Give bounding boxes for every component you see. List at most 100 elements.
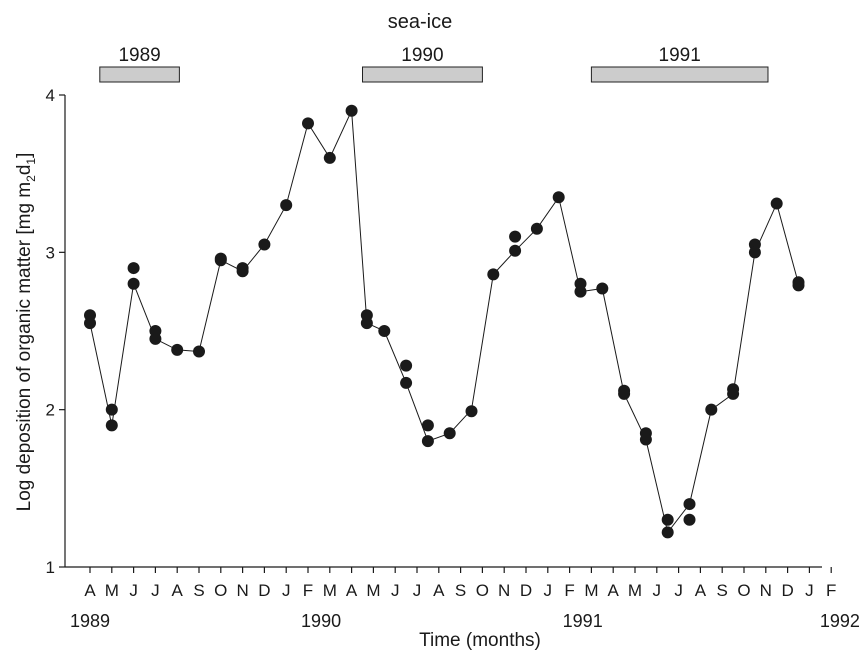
x-tick-label: S bbox=[717, 581, 728, 600]
x-tick-label: A bbox=[695, 581, 707, 600]
data-point bbox=[618, 387, 631, 400]
data-point bbox=[214, 254, 227, 267]
x-tick-label: F bbox=[303, 581, 313, 600]
x-tick-label: J bbox=[413, 581, 422, 600]
x-year-label: 1992 bbox=[820, 611, 860, 631]
x-tick-label: M bbox=[366, 581, 380, 600]
sea-ice-bar bbox=[590, 66, 769, 83]
x-tick-label: M bbox=[323, 581, 337, 600]
x-tick-label: S bbox=[455, 581, 466, 600]
sea-ice-bar-label: 1990 bbox=[401, 45, 443, 66]
data-point bbox=[323, 151, 336, 164]
chart-title: sea-ice bbox=[388, 11, 452, 33]
data-point bbox=[748, 246, 761, 259]
data-point bbox=[661, 513, 674, 526]
x-tick-label: N bbox=[236, 581, 248, 600]
data-point bbox=[236, 265, 249, 278]
x-tick-label: D bbox=[258, 581, 270, 600]
data-point bbox=[400, 359, 413, 372]
data-point bbox=[443, 427, 456, 440]
x-year-label: 1989 bbox=[70, 611, 110, 631]
data-point bbox=[421, 435, 434, 448]
sea-ice-bar bbox=[99, 66, 180, 83]
x-tick-label: J bbox=[282, 581, 291, 600]
series-line bbox=[89, 110, 799, 534]
x-tick-label: J bbox=[653, 581, 662, 600]
data-point bbox=[596, 282, 609, 295]
x-tick-label: J bbox=[129, 581, 138, 600]
x-tick-label: A bbox=[433, 581, 445, 600]
data-point bbox=[127, 277, 140, 290]
data-point bbox=[302, 117, 314, 130]
x-tick-label: J bbox=[805, 581, 814, 600]
data-point bbox=[105, 403, 118, 416]
x-tick-label: J bbox=[151, 581, 160, 600]
data-point bbox=[530, 222, 543, 235]
data-point bbox=[84, 317, 96, 330]
x-tick-label: N bbox=[498, 581, 510, 600]
sea-ice-bar-label: 1989 bbox=[118, 45, 160, 66]
x-tick-label: O bbox=[737, 581, 750, 600]
y-axis-title-sub1: 2 bbox=[24, 175, 38, 182]
y-tick-label: 1 bbox=[46, 558, 55, 577]
axes bbox=[59, 94, 832, 573]
x-tick-label: A bbox=[608, 581, 620, 600]
data-line bbox=[89, 110, 799, 534]
sea-ice-bars: 1989 1990 1991 bbox=[99, 45, 769, 83]
data-point bbox=[639, 433, 652, 446]
data-point bbox=[683, 513, 696, 526]
data-point bbox=[360, 317, 373, 330]
x-tick-label: A bbox=[172, 581, 184, 600]
data-point bbox=[509, 244, 522, 257]
y-tick-label: 3 bbox=[46, 243, 55, 262]
data-point bbox=[705, 403, 718, 416]
x-tick-label: F bbox=[826, 581, 836, 600]
x-tick-label: J bbox=[391, 581, 400, 600]
data-point bbox=[574, 285, 587, 298]
data-point bbox=[345, 104, 358, 117]
data-point bbox=[509, 230, 522, 243]
data-point bbox=[149, 332, 162, 345]
x-tick-label: J bbox=[544, 581, 553, 600]
data-point bbox=[552, 191, 565, 204]
x-axis-title: Time (months) bbox=[419, 630, 541, 651]
sea-ice-bar bbox=[362, 66, 483, 83]
data-point bbox=[105, 419, 118, 432]
data-point bbox=[193, 345, 205, 358]
data-point bbox=[792, 279, 805, 292]
data-point bbox=[727, 387, 740, 400]
data-point bbox=[683, 498, 696, 511]
data-point bbox=[171, 343, 184, 356]
x-tick-label: M bbox=[628, 581, 642, 600]
x-tick-label: A bbox=[346, 581, 358, 600]
x-tick-label: D bbox=[781, 581, 793, 600]
sea-ice-bar-label: 1991 bbox=[659, 45, 701, 66]
y-tick-label: 2 bbox=[46, 401, 55, 420]
x-tick-label: M bbox=[105, 581, 119, 600]
data-point bbox=[421, 419, 434, 432]
x-tick-label: D bbox=[520, 581, 532, 600]
y-tick-label: 4 bbox=[46, 86, 55, 105]
data-point bbox=[280, 199, 293, 212]
x-tick-label: S bbox=[193, 581, 204, 600]
data-point bbox=[378, 325, 391, 337]
y-axis-title-mid: d bbox=[14, 165, 35, 176]
x-tick-label: F bbox=[564, 581, 574, 600]
x-tick-label: O bbox=[476, 581, 489, 600]
data-point bbox=[258, 238, 271, 251]
data-point bbox=[465, 405, 478, 418]
data-point bbox=[127, 262, 140, 275]
data-point bbox=[770, 197, 783, 210]
x-tick-label: O bbox=[214, 581, 227, 600]
y-axis-title-end: ] bbox=[14, 153, 35, 158]
data-point bbox=[661, 526, 674, 539]
x-tick-label: N bbox=[760, 581, 772, 600]
x-tick-label: M bbox=[584, 581, 598, 600]
data-point bbox=[400, 376, 413, 389]
x-tick-label: J bbox=[674, 581, 683, 600]
x-year-label: 1991 bbox=[563, 611, 603, 631]
data-point bbox=[487, 268, 500, 281]
y-axis-title-main: Log deposition of organic matter [mg m bbox=[14, 182, 35, 512]
